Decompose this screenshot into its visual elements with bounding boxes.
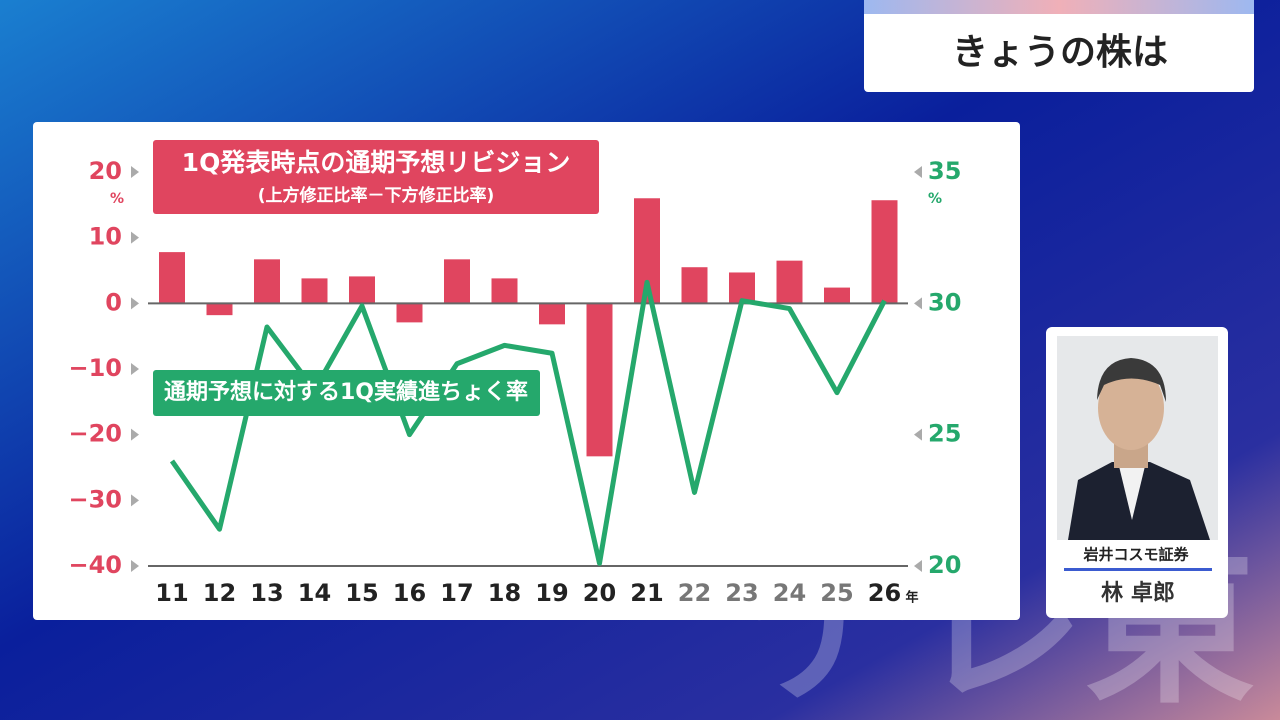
- y-tick-mark: [131, 231, 139, 244]
- bar: [159, 252, 185, 304]
- bar: [206, 303, 233, 316]
- bar: [491, 278, 518, 304]
- bar: [776, 260, 803, 304]
- y-tick-label: −10: [68, 354, 122, 382]
- x-tick-label: 13: [250, 579, 283, 607]
- x-tick-label: 23: [725, 579, 758, 607]
- x-tick-label: 19: [535, 579, 568, 607]
- y-tick-mark: [131, 166, 139, 178]
- bar-legend-box: [153, 140, 599, 214]
- x-tick-label: 16: [393, 579, 426, 607]
- y-tick-mark: [131, 363, 139, 375]
- bar: [871, 200, 898, 304]
- title-strip: [864, 0, 1254, 14]
- x-tick-label: 26: [868, 579, 901, 607]
- x-tick-label: 17: [440, 579, 473, 607]
- title-panel: [864, 0, 1254, 92]
- bar: [349, 276, 375, 304]
- y2-tick-mark: [914, 560, 922, 572]
- x-tick-label: 11: [155, 579, 188, 607]
- photo-face: [1098, 366, 1164, 450]
- y-tick-label: −20: [68, 420, 122, 448]
- line-legend-box: [153, 370, 540, 416]
- x-tick-label: 14: [298, 579, 331, 607]
- bar-legend-note: (上方修正比率－下方修正比率): [258, 185, 495, 206]
- y-tick-mark: [131, 297, 139, 310]
- bar-legend: 1Q発表時点の通期予想リビジョン: [182, 148, 571, 177]
- bar: [586, 303, 613, 457]
- line-series: [169, 279, 887, 566]
- bar: [824, 287, 850, 304]
- plot: −40 −30 −20 −10 0 10 20% 20 25 30 35% 11 12 13 14 15 16 1…: [68, 140, 961, 607]
- y2-tick-mark: [914, 428, 922, 441]
- y2-unit: %: [928, 191, 942, 207]
- x-tick-label: 21: [630, 579, 663, 607]
- bar: [301, 278, 328, 304]
- x-tick-label: 12: [203, 579, 236, 607]
- y-tick-mark: [131, 560, 139, 572]
- x-tick-label: 18: [488, 579, 521, 607]
- bar: [254, 259, 280, 304]
- x-unit: 年: [906, 590, 919, 606]
- x-tick-label: 22: [678, 579, 711, 607]
- y2-tick-label: 20: [928, 551, 961, 579]
- y-unit: %: [110, 191, 124, 207]
- y-tick-mark: [131, 428, 139, 441]
- y-tick-mark: [131, 494, 139, 507]
- x-tick-label: 24: [773, 579, 806, 607]
- y2-tick-mark: [914, 166, 922, 178]
- y-tick-label: 10: [89, 223, 122, 251]
- line-legend: 通期予想に対する1Q実績進ちょく率: [164, 379, 528, 405]
- bar: [396, 303, 423, 323]
- page-title: きょうの株は: [952, 32, 1168, 73]
- y-tick-label: −40: [68, 551, 122, 579]
- photo-hair: [1097, 358, 1166, 402]
- bar: [539, 303, 565, 325]
- y2-tick-label: 25: [928, 420, 961, 448]
- y-tick-label: 0: [105, 288, 122, 316]
- y-tick-label: −30: [68, 485, 122, 513]
- bar: [444, 259, 470, 304]
- name-divider: [1064, 568, 1212, 571]
- y2-tick-mark: [914, 297, 922, 310]
- y-tick-label: 20: [89, 157, 122, 185]
- y2-tick-label: 30: [928, 288, 961, 316]
- photo-shirt: [1118, 462, 1146, 520]
- y2-tick-label: 35: [928, 157, 961, 185]
- bar: [729, 272, 755, 304]
- speaker-name: 林 卓郎: [1101, 580, 1175, 606]
- x-tick-label: 15: [345, 579, 378, 607]
- bar: [681, 267, 708, 304]
- x-tick-label: 20: [583, 579, 616, 607]
- photo-suit: [1068, 462, 1210, 540]
- speaker-company: 岩井コスモ証券: [1082, 546, 1189, 564]
- x-tick-label: 25: [820, 579, 853, 607]
